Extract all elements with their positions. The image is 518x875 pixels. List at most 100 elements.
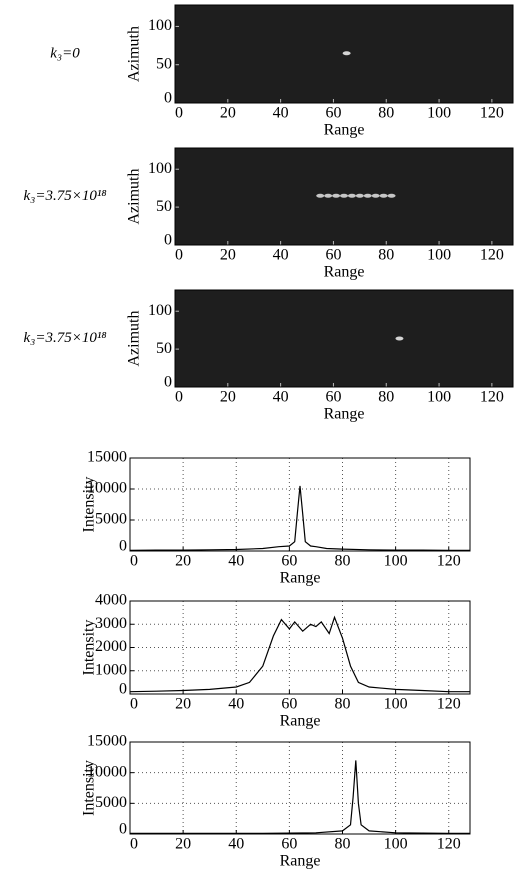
x-axis-label: Range <box>324 264 365 281</box>
panel-label: k₃=3.75×10¹⁸ <box>23 330 106 346</box>
y-tick-label: 0 <box>119 821 127 838</box>
y-tick-label: 0 <box>164 90 172 107</box>
y-tick-label: 0 <box>164 232 172 249</box>
y-tick-label: 50 <box>156 340 172 357</box>
bright-spot <box>379 193 388 198</box>
x-tick-label: 80 <box>378 105 394 122</box>
y-tick-label: 0 <box>164 374 172 391</box>
x-tick-label: 120 <box>437 696 461 713</box>
x-tick-label: 60 <box>281 696 297 713</box>
y-tick-label: 15000 <box>87 733 127 750</box>
y-tick-label: 15000 <box>87 449 127 466</box>
x-tick-label: 40 <box>228 696 244 713</box>
x-tick-label: 120 <box>437 836 461 853</box>
x-axis-label: Range <box>280 853 321 870</box>
plot-frame <box>129 600 471 695</box>
panel-label: k₃=0 <box>50 45 80 61</box>
x-tick-label: 40 <box>228 553 244 570</box>
x-tick-label: 0 <box>175 247 183 264</box>
y-tick-label: 100 <box>148 17 172 34</box>
y-tick-label: 2000 <box>95 638 127 655</box>
plot-frame <box>129 457 471 552</box>
x-tick-label: 40 <box>273 105 289 122</box>
plot-frame <box>174 147 514 246</box>
bright-spot <box>363 193 372 198</box>
bright-spot <box>316 193 325 198</box>
y-axis-label: Intensity <box>81 620 98 676</box>
y-axis-label: Azimuth <box>126 311 143 367</box>
bright-spot <box>395 336 404 341</box>
y-tick-label: 10000 <box>87 480 127 497</box>
intensity-line <box>129 615 470 693</box>
x-tick-label: 40 <box>228 836 244 853</box>
x-tick-label: 100 <box>384 836 408 853</box>
y-tick-label: 5000 <box>95 511 127 528</box>
y-tick-label: 10000 <box>87 763 127 780</box>
x-tick-label: 60 <box>281 836 297 853</box>
image-background <box>175 290 513 387</box>
bright-spot <box>342 51 351 56</box>
x-tick-label: 20 <box>220 389 236 406</box>
x-tick-label: 0 <box>130 696 138 713</box>
x-tick-label: 120 <box>480 247 504 264</box>
x-tick-label: 100 <box>427 389 451 406</box>
intensity-line <box>129 485 470 551</box>
x-tick-label: 0 <box>130 836 138 853</box>
bright-spot <box>387 193 396 198</box>
y-axis-label: Intensity <box>81 760 98 816</box>
y-tick-label: 100 <box>148 160 172 177</box>
intensity-line <box>130 760 470 834</box>
x-tick-label: 60 <box>325 247 341 264</box>
x-axis-label: Range <box>280 713 321 730</box>
x-tick-label: 80 <box>335 553 351 570</box>
bright-spot <box>371 193 380 198</box>
x-tick-label: 100 <box>427 105 451 122</box>
y-tick-label: 50 <box>156 55 172 72</box>
x-tick-label: 60 <box>281 553 297 570</box>
x-tick-label: 20 <box>175 836 191 853</box>
x-tick-label: 120 <box>480 389 504 406</box>
x-tick-label: 0 <box>175 389 183 406</box>
x-tick-label: 0 <box>175 105 183 122</box>
bright-spot <box>324 193 333 198</box>
x-tick-label: 20 <box>175 553 191 570</box>
plot-frame <box>174 4 514 104</box>
y-axis-label: Intensity <box>81 477 98 533</box>
x-tick-label: 80 <box>378 247 394 264</box>
x-tick-label: 20 <box>175 696 191 713</box>
plot-frame <box>174 289 514 388</box>
x-tick-label: 60 <box>325 105 341 122</box>
y-tick-label: 5000 <box>95 794 127 811</box>
bright-spot <box>347 193 356 198</box>
y-tick-label: 4000 <box>95 592 127 609</box>
bright-spot <box>340 193 348 198</box>
y-tick-label: 3000 <box>95 615 127 632</box>
x-tick-label: 100 <box>384 553 408 570</box>
y-tick-label: 1000 <box>95 661 127 678</box>
y-tick-label: 0 <box>119 681 127 698</box>
y-tick-label: 50 <box>156 198 172 215</box>
x-tick-label: 20 <box>220 247 236 264</box>
bright-spot <box>332 193 341 198</box>
x-tick-label: 80 <box>335 836 351 853</box>
x-tick-label: 60 <box>325 389 341 406</box>
x-tick-label: 120 <box>480 105 504 122</box>
plot-frame <box>129 741 471 835</box>
x-tick-label: 100 <box>427 247 451 264</box>
x-tick-label: 100 <box>384 696 408 713</box>
x-tick-label: 120 <box>437 553 461 570</box>
y-tick-label: 0 <box>119 538 127 555</box>
panel-label: k₃=3.75×10¹⁸ <box>23 188 106 204</box>
y-axis-label: Azimuth <box>126 26 143 82</box>
x-tick-label: 40 <box>273 247 289 264</box>
x-tick-label: 40 <box>273 389 289 406</box>
x-tick-label: 80 <box>335 696 351 713</box>
x-axis-label: Range <box>324 122 365 139</box>
y-axis-label: Azimuth <box>126 169 143 225</box>
x-tick-label: 80 <box>378 389 394 406</box>
y-tick-label: 100 <box>148 302 172 319</box>
x-axis-label: Range <box>324 406 365 423</box>
bright-spot <box>355 193 364 198</box>
x-tick-label: 0 <box>130 553 138 570</box>
